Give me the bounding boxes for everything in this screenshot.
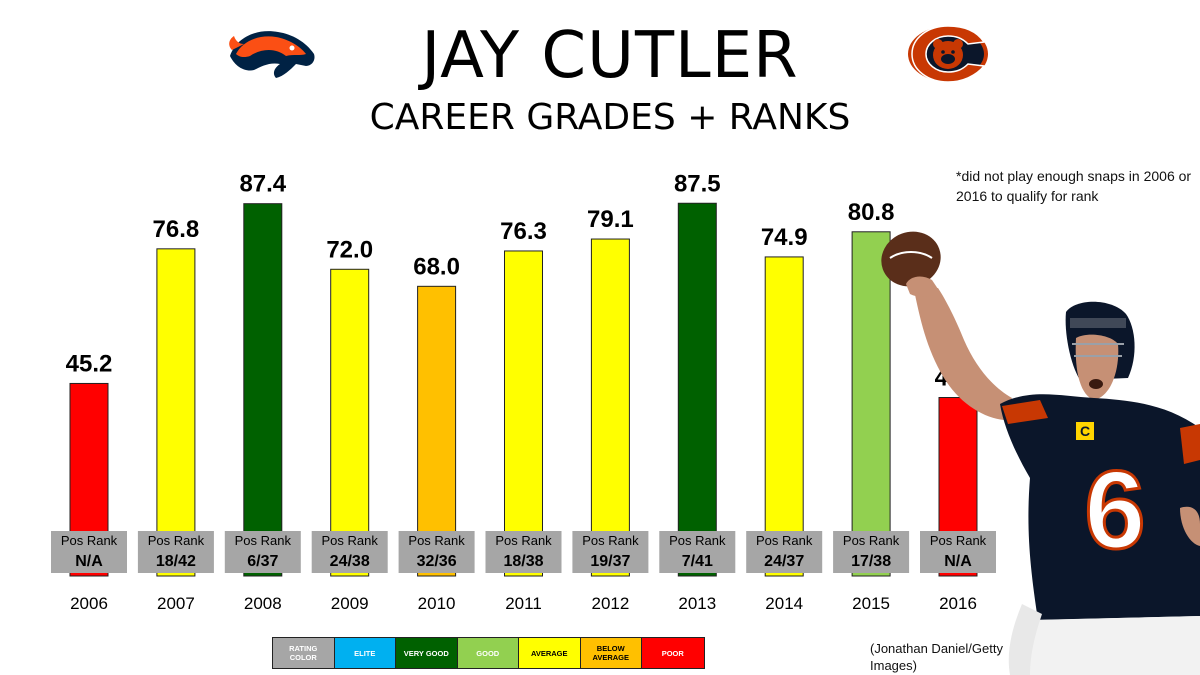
rank-value-2015: 17/38 <box>851 553 891 570</box>
rank-box-2009 <box>311 531 388 573</box>
rank-box-2006 <box>51 531 127 573</box>
rank-box-2010 <box>398 531 475 573</box>
chart-subtitle: CAREER GRADES + RANKS <box>369 97 851 138</box>
rank-box-2016 <box>920 531 996 573</box>
bar-2011 <box>504 250 543 577</box>
rank-value-2009: 24/38 <box>330 553 370 570</box>
x-tick-2010: 2010 <box>418 594 456 613</box>
value-label-2011: 76.3 <box>500 218 547 245</box>
value-label-2012: 79.1 <box>587 206 634 233</box>
rank-value-2010: 32/36 <box>417 553 457 570</box>
rank-box-2012 <box>572 531 649 573</box>
rank-value-2007: 18/42 <box>156 553 196 570</box>
bar-2012 <box>590 238 630 577</box>
x-tick-2007: 2007 <box>157 594 195 613</box>
rank-label-2007: Pos Rank <box>148 533 205 548</box>
x-tick-2015: 2015 <box>852 594 890 613</box>
svg-text:C: C <box>1080 423 1090 439</box>
x-tick-2012: 2012 <box>591 594 629 613</box>
value-label-2010: 68.0 <box>413 253 460 280</box>
value-label-2014: 74.9 <box>761 224 808 251</box>
x-tick-2013: 2013 <box>678 594 716 613</box>
legend-below-average: BELOW AVERAGE <box>580 638 642 668</box>
rank-label-2011: Pos Rank <box>495 533 552 548</box>
bar-2009 <box>330 268 370 577</box>
rank-value-2012: 19/37 <box>590 553 630 570</box>
bar-2008 <box>243 203 283 577</box>
bar-2015 <box>851 231 891 577</box>
x-tick-2009: 2009 <box>331 594 369 613</box>
legend-average: AVERAGE <box>519 638 581 668</box>
x-tick-2008: 2008 <box>244 594 282 613</box>
rank-value-2013: 7/41 <box>682 553 713 570</box>
rating-color-legend: RATING COLOR ELITE VERY GOOD GOOD AVERAGE BEL… <box>272 637 705 669</box>
value-label-2007: 76.8 <box>153 216 200 243</box>
x-tick-2011: 2011 <box>505 594 542 613</box>
x-tick-2006: 2006 <box>70 594 108 613</box>
rank-label-2013: Pos Rank <box>669 533 726 548</box>
rank-label-2006: Pos Rank <box>61 533 118 548</box>
rank-value-2016: N/A <box>944 553 972 570</box>
x-tick-2014: 2014 <box>765 594 803 613</box>
rank-label-2012: Pos Rank <box>582 533 639 548</box>
jersey-number: 6 <box>1084 449 1145 572</box>
rank-box-2007 <box>137 531 214 573</box>
rank-box-2015 <box>833 531 910 573</box>
rank-box-2011 <box>485 531 562 573</box>
x-tick-2016: 2016 <box>939 594 977 613</box>
value-label-2006: 45.2 <box>66 350 113 377</box>
photo-credit: (Jonathan Daniel/Getty Images) <box>870 641 1003 673</box>
value-label-2013: 87.5 <box>674 170 721 197</box>
rank-label-2015: Pos Rank <box>843 533 900 548</box>
legend-poor: POOR <box>642 638 704 668</box>
legend-rating-color: RATING COLOR <box>273 638 335 668</box>
rank-value-2011: 18/38 <box>503 553 543 570</box>
rank-label-2016: Pos Rank <box>930 533 987 548</box>
qualification-note: *did not play enough snaps in 2006 or 20… <box>956 168 1192 204</box>
bar-2014 <box>764 256 804 577</box>
rank-box-2014 <box>746 531 823 573</box>
rank-label-2009: Pos Rank <box>322 533 379 548</box>
chart-title: JAY CUTLER <box>421 19 799 93</box>
bar-2010 <box>417 285 457 577</box>
rank-value-2006: N/A <box>75 553 103 570</box>
bears-logo <box>908 25 988 83</box>
legend-good: GOOD <box>457 638 519 668</box>
broncos-logo <box>229 31 315 78</box>
rank-box-2013 <box>659 531 736 573</box>
legend-elite: ELITE <box>334 638 396 668</box>
value-label-2009: 72.0 <box>326 236 373 263</box>
value-label-2015: 80.8 <box>848 199 895 226</box>
rank-value-2014: 24/37 <box>764 553 804 570</box>
rank-value-2008: 6/37 <box>247 553 278 570</box>
quarterback-photo: C 6 <box>881 231 1200 675</box>
rank-label-2010: Pos Rank <box>408 533 465 548</box>
legend-very-good: VERY GOOD <box>396 638 458 668</box>
value-label-2008: 87.4 <box>239 171 286 198</box>
bar-2013 <box>677 202 717 577</box>
rank-label-2014: Pos Rank <box>756 533 813 548</box>
rank-box-2008 <box>224 531 301 573</box>
bar-2007 <box>156 248 196 577</box>
rank-label-2008: Pos Rank <box>235 533 292 548</box>
